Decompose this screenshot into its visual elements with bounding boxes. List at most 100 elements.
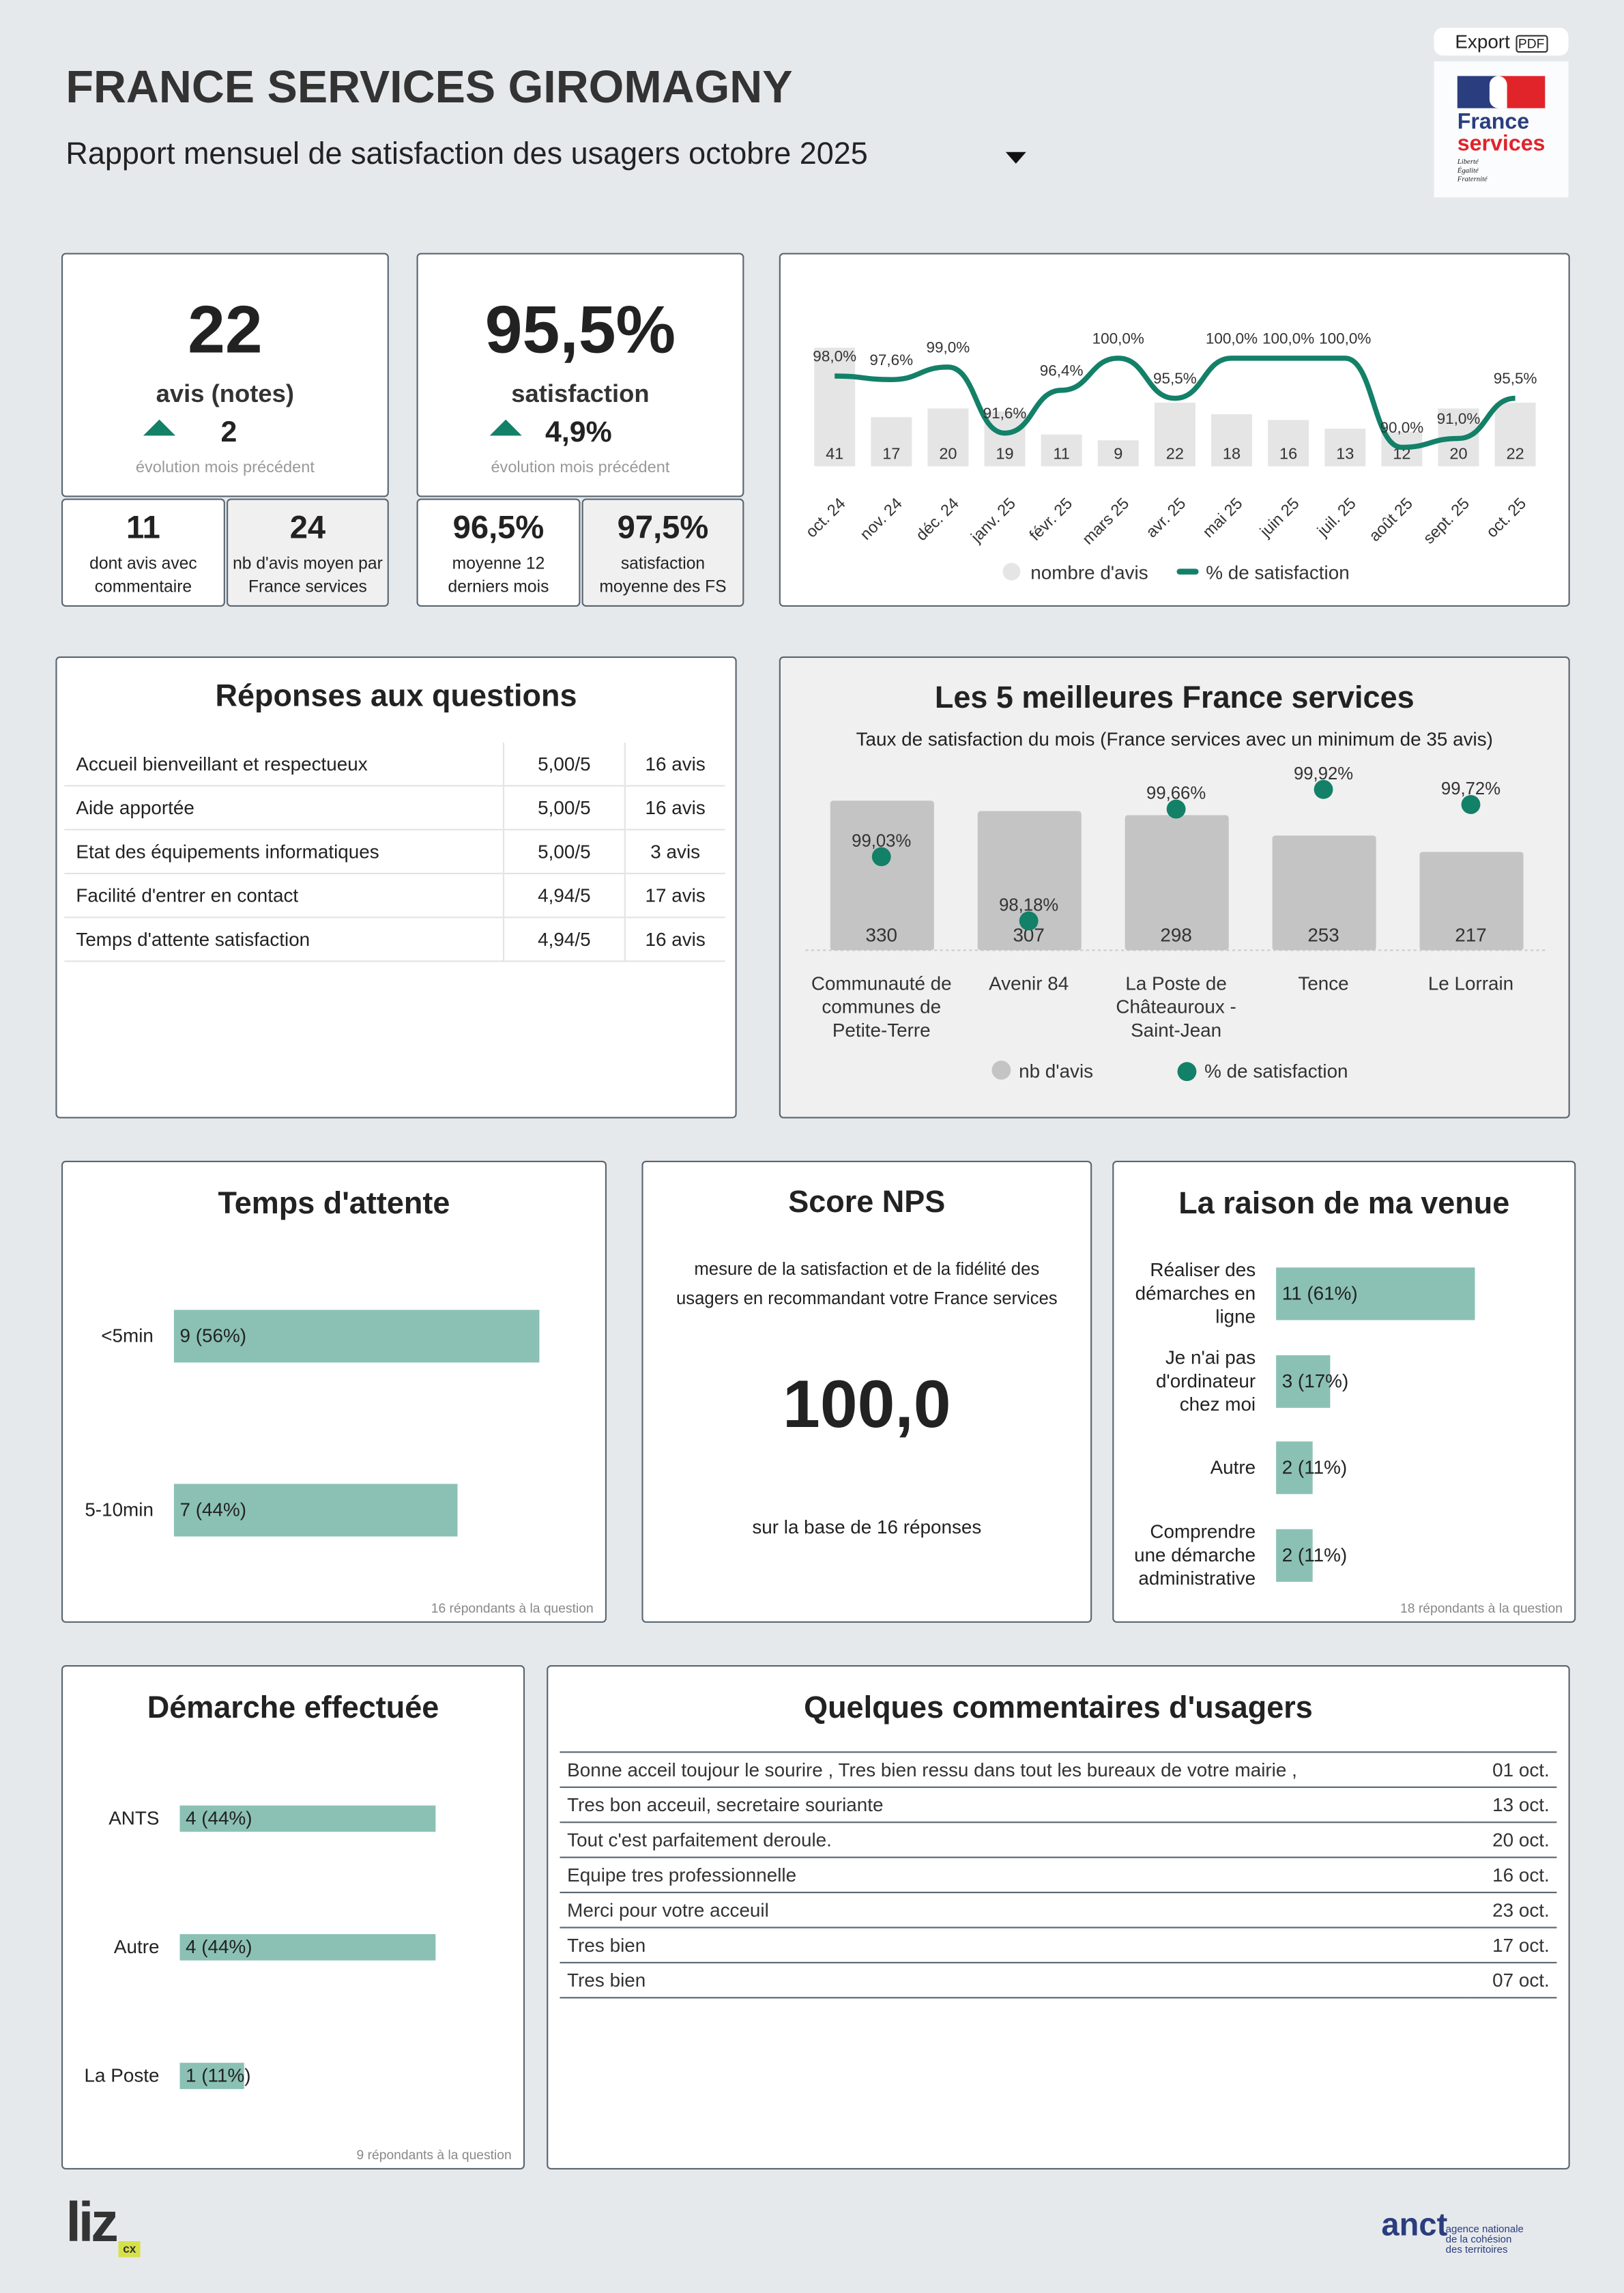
kpi-label: dont avis avec commentaire	[89, 556, 197, 597]
demarche-card: Démarche effectuée ANTS 4 (44%) Autre 4 (44…	[61, 1664, 525, 2170]
bar-nombre-avis	[1041, 434, 1082, 467]
wait-time-card: Temps d'attente <5min 9 (56%) 5-10min 7 (44…	[61, 1160, 607, 1623]
kpi-value: 96,5%	[452, 508, 545, 546]
comment-row: Tres bien 07 oct.	[560, 1962, 1557, 1999]
legend-dot-swatch	[1177, 1062, 1197, 1082]
legend-bar-swatch	[1002, 562, 1021, 581]
bar	[173, 1484, 459, 1537]
comments-card: Quelques commentaires d'usagers Bonne ac…	[547, 1664, 1570, 2170]
export-pdf-button[interactable]: Export PDF	[1434, 27, 1569, 56]
dot-satisfaction	[1461, 795, 1481, 814]
line-satisfaction	[835, 356, 1516, 450]
x-category-label: La Poste de	[1125, 972, 1227, 994]
kpi-label: nb d'avis moyen par France services	[233, 556, 383, 597]
dot-satisfaction	[871, 847, 891, 867]
bar-nombre-avis	[1097, 440, 1139, 467]
question-label: Facilité d'entrer en contact	[64, 873, 504, 919]
bar-value: 7 (44%)	[179, 1498, 247, 1520]
bar-value-label: 13	[1336, 445, 1354, 463]
comment-text: Tres bien	[560, 1927, 1470, 1963]
questions-card: Réponses aux questions Accueil bienveill…	[55, 656, 737, 1119]
kpi-delta: 4,9%	[545, 416, 612, 449]
kpi-value: 22	[188, 291, 263, 367]
kpi-value: 95,5%	[484, 291, 676, 367]
bar-value-label: 22	[1166, 445, 1184, 463]
monthly-trend-chart: 41 oct. 24 17 nov. 24 20 déc. 24 19 janv. 25 11 f…	[802, 330, 1537, 583]
x-category-label: Châteauroux -	[1116, 996, 1236, 1018]
reason-title: La raison de ma venue	[1178, 1187, 1510, 1221]
bar-value-label: 253	[1307, 925, 1339, 946]
bar-nb-avis	[1125, 815, 1229, 951]
demarche-note: 9 répondants à la question	[356, 2147, 512, 2163]
nps-card: Score NPS mesure de la satisfaction et d…	[641, 1160, 1092, 1623]
bar-value: 2 (11%)	[1281, 1543, 1348, 1566]
question-label: Temps d'attente satisfaction	[64, 917, 504, 962]
bar-label: Comprendre une démarche administrative	[1134, 1519, 1256, 1589]
comment-text: Equipe tres professionnelle	[560, 1857, 1470, 1894]
comment-row: Equipe tres professionnelle 16 oct.	[560, 1857, 1557, 1894]
period-dropdown-caret-icon[interactable]	[1005, 152, 1026, 164]
question-count: 3 avis	[624, 829, 725, 875]
comment-date: 13 oct.	[1469, 1787, 1557, 1823]
dot-value-label: 99,92%	[1294, 764, 1353, 783]
x-category-label: Tence	[1298, 972, 1348, 994]
comment-text: Tres bon acceuil, secretaire souriante	[560, 1787, 1470, 1823]
up-arrow-icon	[143, 419, 176, 436]
bar-nombre-avis	[1324, 429, 1366, 467]
legend-label: nombre d'avis	[1030, 562, 1148, 583]
line-value-label: 95,5%	[1153, 370, 1197, 387]
bar	[1276, 1267, 1475, 1321]
bar	[179, 2062, 244, 2090]
x-tick-label: oct. 25	[1483, 494, 1529, 540]
nps-title: Score NPS	[788, 1185, 946, 1220]
x-tick-label: nov. 24	[856, 494, 905, 543]
x-tick-label: avr. 25	[1142, 494, 1189, 540]
bar-nombre-avis	[1268, 420, 1309, 467]
france-services-logo: France services Liberté Égalité Fraternité	[1434, 61, 1569, 198]
bar-nombre-avis	[1211, 414, 1253, 467]
bar-nb-avis	[1419, 852, 1524, 951]
bar-label: ANTS	[108, 1806, 160, 1829]
question-score: 5,00/5	[502, 742, 625, 787]
comment-date: 20 oct.	[1469, 1822, 1557, 1858]
nps-description: mesure de la satisfaction et de la fidél…	[676, 1258, 1058, 1309]
questions-table: Accueil bienveillant et respectueux 5,00/…	[64, 742, 725, 962]
question-score: 5,00/5	[502, 785, 625, 831]
bar	[1276, 1528, 1313, 1581]
dot-value-label: 98,18%	[999, 896, 1058, 915]
kpi-label: avis (notes)	[156, 379, 295, 408]
question-label: Etat des équipements informatiques	[64, 829, 504, 875]
x-tick-label: juin 25	[1256, 494, 1303, 540]
line-value-label: 100,0%	[1319, 330, 1371, 347]
bar-label: La Poste	[84, 2064, 160, 2086]
kpi-label: satisfaction	[511, 379, 650, 408]
demarche-title: Démarche effectuée	[147, 1691, 439, 1725]
legend-label: nb d'avis	[1019, 1061, 1093, 1082]
comments-table: Bonne acceil toujour le sourire , Tres b…	[560, 1751, 1557, 1999]
bar-value-label: 17	[882, 445, 900, 463]
top5-subtitle: Taux de satisfaction du mois (France ser…	[856, 727, 1493, 750]
motto-2: Égalité	[1457, 168, 1479, 176]
motto-3: Fraternité	[1457, 177, 1488, 184]
line-value-label: 95,5%	[1494, 370, 1537, 387]
kpi-avg-sat-fs-card: 97,5% satisfaction moyenne des FS	[581, 498, 744, 607]
dot-value-label: 99,03%	[852, 831, 911, 850]
legend-bar-swatch	[991, 1061, 1011, 1080]
bar	[1276, 1441, 1313, 1495]
question-count: 16 avis	[624, 742, 725, 787]
bar-value-label: 298	[1160, 925, 1191, 946]
logo-text-france: France	[1457, 109, 1530, 135]
x-category-label: Le Lorrain	[1428, 972, 1513, 994]
logo-text-services: services	[1457, 131, 1546, 157]
kpi-value: 97,5%	[617, 508, 709, 546]
period-select[interactable]: octobre 2025	[688, 137, 868, 171]
dot-satisfaction	[1166, 799, 1186, 819]
bar-value-label: 16	[1279, 445, 1297, 463]
x-category-label: Communauté de	[811, 972, 952, 994]
bar-nombre-avis	[871, 417, 912, 467]
subtitle-text: Rapport mensuel de satisfaction des usag…	[66, 137, 680, 171]
comment-row: Tres bon acceuil, secretaire souriante 13…	[560, 1787, 1557, 1823]
comment-text: Tres bien	[560, 1962, 1470, 1999]
kpi-value: 24	[289, 508, 326, 546]
bar-value-label: 20	[1449, 445, 1467, 463]
